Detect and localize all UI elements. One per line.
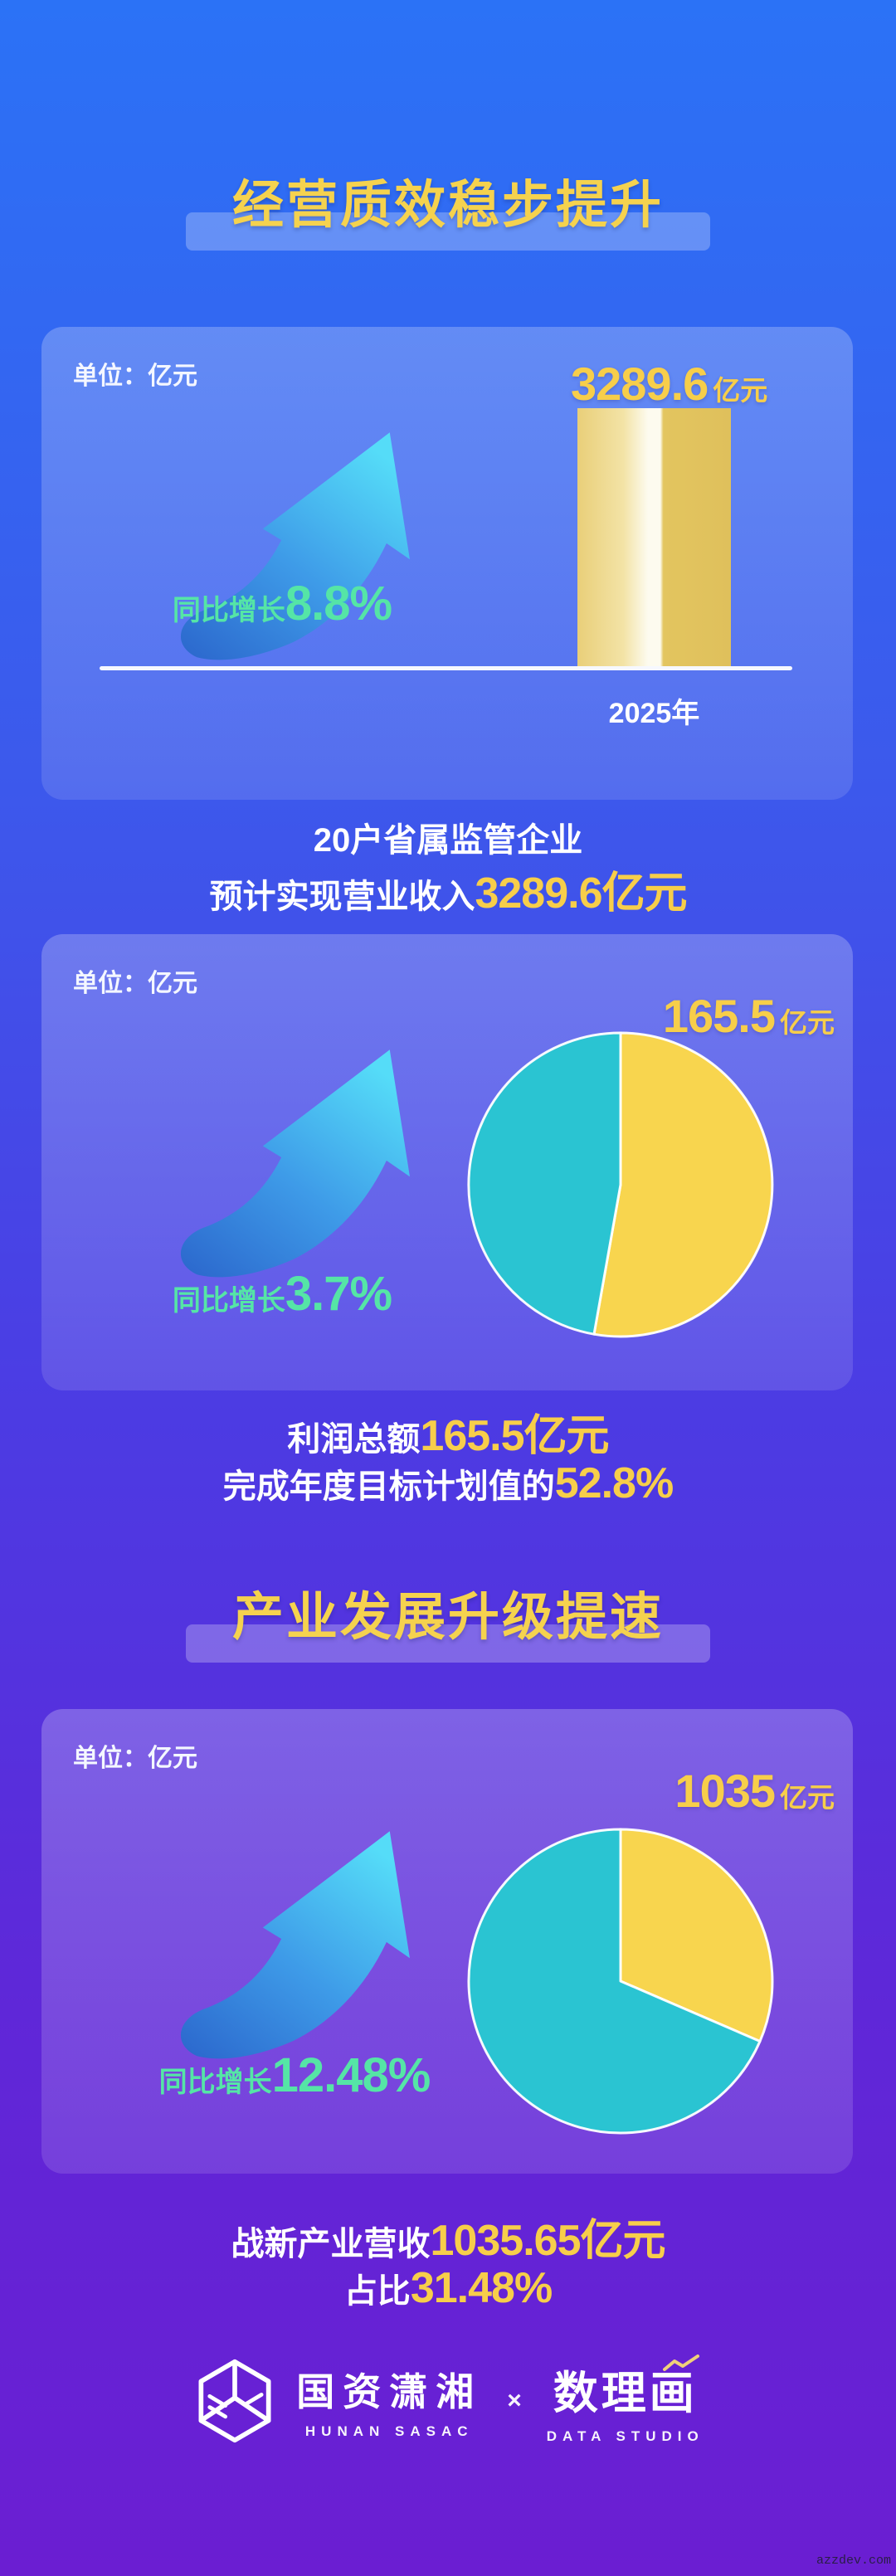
footer: 国资潇湘 HUNAN SASAC × 数理画 DATA STUDIO: [0, 2354, 896, 2445]
unit-label: 单位：亿元: [73, 1745, 197, 1772]
page-title: 产业发展升级提速: [231, 1589, 664, 1646]
logo-separator: ×: [507, 2386, 522, 2414]
logo-name: 国资潇湘: [296, 2369, 483, 2413]
logo-name: 数理画: [553, 2354, 699, 2422]
page-title: 经营质效稳步提升: [231, 177, 664, 234]
section-title-1: 经营质效稳步提升: [0, 158, 896, 257]
growth-value: 8.8%: [285, 577, 392, 631]
caption-revenue: 预计实现营业收入3289.6亿元: [209, 869, 687, 918]
axis-year-label: 2025年: [608, 698, 700, 729]
logo-sub: DATA STUDIO: [546, 2428, 704, 2444]
data-studio-logo: 数理画 DATA STUDIO: [546, 2354, 704, 2445]
caption-emerging-share: 占比31.48%: [343, 2264, 553, 2312]
unit-label: 单位：亿元: [73, 363, 197, 390]
title-highlight-bar: [186, 212, 710, 251]
growth-prefix: 同比增长: [172, 1285, 285, 1317]
pie-value-unit: 亿元: [780, 1007, 835, 1038]
growth-arrow-icon: [170, 1032, 473, 1281]
bar-value-unit: 亿元: [713, 375, 768, 406]
bar-value-number: 3289.6: [571, 358, 709, 410]
pie-value-number: 165.5: [662, 990, 776, 1042]
pie-value-label: 165.5 亿元: [663, 989, 835, 1043]
pie-chart-emerging: [467, 1828, 774, 2135]
title-highlight-bar: [186, 1624, 710, 1663]
growth-prefix: 同比增长: [158, 2067, 272, 2098]
axis-baseline: [100, 666, 792, 670]
caption-target: 完成年度目标计划值的52.8%: [222, 1459, 674, 1507]
caption-emerging-revenue: 战新产业营收1035.65亿元: [231, 2217, 666, 2265]
kpi-card-revenue: 单位：亿元 同比增长8.8% 3289.6 亿元 2025年: [41, 327, 853, 800]
growth-value: 3.7%: [285, 1267, 392, 1321]
growth-label: 同比增长8.8%: [100, 576, 465, 631]
trend-zigzag-icon: [662, 2354, 699, 2371]
growth-arrow-icon: [170, 1814, 473, 2062]
pie-slice: [467, 1031, 622, 1336]
pie-value-unit: 亿元: [780, 1782, 835, 1813]
pie-slice: [619, 1828, 774, 2043]
unit-label: 单位：亿元: [73, 970, 197, 997]
kpi-card-emerging: 单位：亿元 1035 亿元 同比增长12.48%: [41, 1709, 853, 2174]
section-title-2: 产业发展升级提速: [0, 1570, 896, 1669]
caption-profit: 利润总额165.5亿元: [287, 1412, 609, 1460]
growth-value: 12.48%: [271, 2048, 431, 2102]
growth-label: 同比增长12.48%: [100, 2048, 489, 2103]
hunan-sasac-logo-icon: [198, 2359, 271, 2442]
watermark: azzdev.com: [816, 2554, 891, 2568]
hunan-sasac-logo: 国资潇湘 HUNAN SASAC: [296, 2362, 482, 2440]
caption-enterprises: 20户省属监管企业: [313, 822, 583, 859]
pie-value-number: 1035: [674, 1765, 776, 1817]
pie-chart-profit: [467, 1031, 774, 1338]
pie-value-label: 1035 亿元: [674, 1764, 835, 1818]
pie-slice: [592, 1031, 774, 1338]
growth-label: 同比增长3.7%: [100, 1266, 465, 1322]
bar-value-label: 3289.6 亿元: [571, 357, 767, 411]
logo-sub: HUNAN SASAC: [304, 2423, 474, 2439]
kpi-card-profit: 单位：亿元 165.5 亿元 同比增长3.7%: [41, 934, 853, 1390]
revenue-bar: [577, 408, 731, 666]
growth-prefix: 同比增长: [172, 595, 285, 626]
pie-slice: [467, 1828, 762, 2135]
